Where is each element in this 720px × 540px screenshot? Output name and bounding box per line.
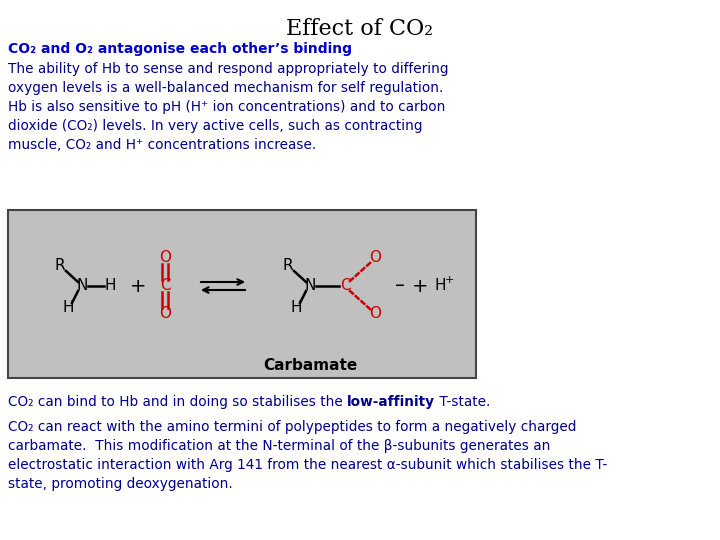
Text: Carbamate: Carbamate	[263, 357, 357, 373]
Text: H: H	[434, 279, 446, 294]
Text: +: +	[130, 276, 146, 295]
Text: H: H	[62, 300, 73, 315]
Text: O: O	[369, 251, 381, 266]
Text: O: O	[159, 251, 171, 266]
Text: +: +	[412, 276, 428, 295]
Text: T-state.: T-state.	[435, 395, 490, 409]
Text: CO₂ can bind to Hb and in doing so stabilises the: CO₂ can bind to Hb and in doing so stabi…	[8, 395, 347, 409]
Text: H: H	[290, 300, 302, 315]
Text: C: C	[340, 279, 351, 294]
Text: R: R	[55, 258, 66, 273]
Bar	[8, 210, 476, 378]
Text: R: R	[283, 258, 293, 273]
Text: –: –	[395, 276, 405, 295]
Text: CO₂ can react with the amino termini of polypeptides to form a negatively charge: CO₂ can react with the amino termini of …	[8, 420, 608, 491]
Text: Effect of CO₂: Effect of CO₂	[287, 18, 433, 40]
Text: The ability of Hb to sense and respond appropriately to differing
oxygen levels : The ability of Hb to sense and respond a…	[8, 62, 449, 152]
Text: low-affinity: low-affinity	[347, 395, 435, 409]
Text: N: N	[76, 279, 88, 294]
Text: CO₂ and O₂ antagonise each other’s binding: CO₂ and O₂ antagonise each other’s bindi…	[8, 42, 352, 56]
Text: O: O	[159, 307, 171, 321]
Text: +: +	[444, 275, 454, 285]
Text: H: H	[104, 279, 116, 294]
Text: N: N	[305, 279, 315, 294]
Text: O: O	[369, 307, 381, 321]
Text: C: C	[160, 279, 171, 294]
